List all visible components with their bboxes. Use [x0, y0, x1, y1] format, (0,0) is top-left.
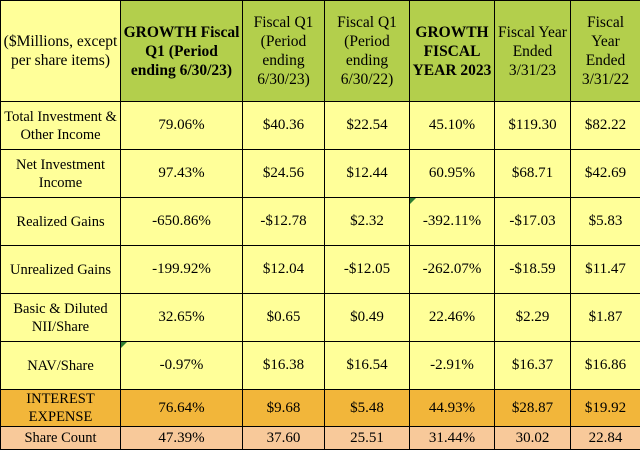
cell-fy-2023: -$17.03 [494, 197, 571, 246]
cell-growth-fy: 22.46% [409, 293, 495, 342]
cell-q1-2023: $24.56 [242, 149, 325, 198]
cell-fy-2022: $82.22 [570, 101, 640, 150]
cell-q1-2022: $12.44 [324, 149, 410, 198]
cell-fy-2022: $11.47 [570, 245, 640, 294]
cell-q1-2023: 37.60 [242, 426, 325, 450]
row-unrealized-gains: Unrealized Gains -199.92% $12.04 -$12.05… [0, 245, 640, 294]
cell-growth-q1: -650.86% [120, 197, 243, 246]
cell-growth-q1: 79.06% [120, 101, 243, 150]
cell-q1-2022: $22.54 [324, 101, 410, 150]
cell-growth-q1: 97.43% [120, 149, 243, 198]
row-interest-expense: INTEREST EXPENSE 76.64% $9.68 $5.48 44.9… [0, 389, 640, 427]
cell-fy-2022: 22.84 [570, 426, 640, 450]
cell-fy-2023: $119.30 [494, 101, 571, 150]
row-label: Basic & Diluted NII/Share [0, 293, 121, 342]
row-nav-per-share: NAV/Share -0.97% $16.38 $16.54 -2.91% $1… [0, 341, 640, 390]
units-label: ($Millions, except per share items) [0, 0, 121, 102]
col-header-q1-2023: Fiscal Q1 (Period ending 6/30/23) [242, 0, 325, 102]
cell-fy-2022: $5.83 [570, 197, 640, 246]
cell-q1-2023: $16.38 [242, 341, 325, 390]
cell-fy-2022: $42.69 [570, 149, 640, 198]
cell-growth-q1: -199.92% [120, 245, 243, 294]
cell-growth-q1: -0.97% [120, 341, 243, 390]
header-row: ($Millions, except per share items) GROW… [0, 0, 640, 102]
row-label: Share Count [0, 426, 121, 450]
financial-table: ($Millions, except per share items) GROW… [0, 0, 640, 450]
cell-growth-q1: 32.65% [120, 293, 243, 342]
row-share-count: Share Count 47.39% 37.60 25.51 31.44% 30… [0, 426, 640, 450]
cell-fy-2023: $28.87 [494, 389, 571, 427]
cell-q1-2022: 25.51 [324, 426, 410, 450]
cell-fy-2022: $1.87 [570, 293, 640, 342]
cell-fy-2022: $19.92 [570, 389, 640, 427]
row-label: Unrealized Gains [0, 245, 121, 294]
cell-growth-fy: 31.44% [409, 426, 495, 450]
cell-q1-2023: $40.36 [242, 101, 325, 150]
cell-fy-2023: -$18.59 [494, 245, 571, 294]
cell-q1-2022: $2.32 [324, 197, 410, 246]
cell-growth-fy: -2.91% [409, 341, 495, 390]
cell-growth-q1: 47.39% [120, 426, 243, 450]
row-label: INTEREST EXPENSE [0, 389, 121, 427]
cell-fy-2023: $2.29 [494, 293, 571, 342]
col-header-fy-2023: Fiscal Year Ended 3/31/23 [494, 0, 571, 102]
cell-fy-2023: $68.71 [494, 149, 571, 198]
cell-q1-2023: $12.04 [242, 245, 325, 294]
row-realized-gains: Realized Gains -650.86% -$12.78 $2.32 -3… [0, 197, 640, 246]
cell-fy-2022: $16.86 [570, 341, 640, 390]
row-label: Net Investment Income [0, 149, 121, 198]
col-header-growth-q1: GROWTH Fiscal Q1 (Period ending 6/30/23) [120, 0, 243, 102]
cell-growth-fy: 45.10% [409, 101, 495, 150]
row-nii-per-share: Basic & Diluted NII/Share 32.65% $0.65 $… [0, 293, 640, 342]
row-total-income: Total Investment & Other Income 79.06% $… [0, 101, 640, 150]
cell-growth-fy: 44.93% [409, 389, 495, 427]
cell-q1-2022: $0.49 [324, 293, 410, 342]
cell-growth-q1: 76.64% [120, 389, 243, 427]
cell-fy-2023: $16.37 [494, 341, 571, 390]
col-header-q1-2022: Fiscal Q1 (Period ending 6/30/22) [324, 0, 410, 102]
col-header-growth-fy: GROWTH FISCAL YEAR 2023 [409, 0, 495, 102]
cell-growth-fy: -392.11% [409, 197, 495, 246]
cell-q1-2023: $9.68 [242, 389, 325, 427]
row-label: NAV/Share [0, 341, 121, 390]
row-label: Total Investment & Other Income [0, 101, 121, 150]
col-header-fy-2022: Fiscal Year Ended 3/31/22 [570, 0, 640, 102]
cell-q1-2022: $5.48 [324, 389, 410, 427]
cell-growth-fy: -262.07% [409, 245, 495, 294]
cell-q1-2022: $16.54 [324, 341, 410, 390]
row-net-investment-income: Net Investment Income 97.43% $24.56 $12.… [0, 149, 640, 198]
cell-q1-2023: $0.65 [242, 293, 325, 342]
row-label: Realized Gains [0, 197, 121, 246]
cell-fy-2023: 30.02 [494, 426, 571, 450]
cell-growth-fy: 60.95% [409, 149, 495, 198]
cell-q1-2023: -$12.78 [242, 197, 325, 246]
cell-q1-2022: -$12.05 [324, 245, 410, 294]
